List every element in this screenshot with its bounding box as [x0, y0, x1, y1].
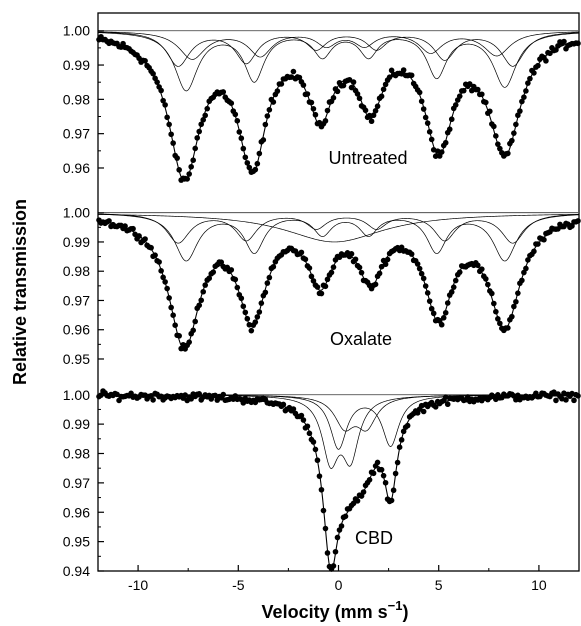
- data-points: [96, 33, 581, 183]
- data-point: [298, 249, 305, 256]
- panels-layer: 1.00 0.99 0.98 0.97 0.96 Untreated 1.00 0.99 0.9…: [63, 23, 581, 579]
- data-point: [370, 470, 377, 477]
- x-axis: -10 -5 0 5 10: [128, 565, 547, 593]
- data-point: [563, 397, 569, 403]
- data-point: [352, 256, 359, 263]
- x-tick-label: 0: [335, 577, 343, 593]
- data-point: [348, 84, 355, 91]
- panel-label: Untreated: [328, 148, 407, 168]
- x-axis-title: Velocity (mm s−1): [262, 598, 409, 622]
- data-point: [348, 251, 355, 257]
- data-point: [386, 74, 393, 80]
- data-point: [388, 67, 395, 74]
- data-point: [368, 118, 375, 125]
- panel-untreated: 1.00 0.99 0.98 0.97 0.96 Untreated: [63, 23, 581, 183]
- y-tick-label: 0.95: [63, 351, 90, 367]
- fit-curve: [97, 220, 580, 350]
- x-axis-title-close: ): [402, 602, 408, 622]
- data-point: [318, 290, 325, 297]
- panel-label: CBD: [355, 528, 393, 548]
- data-point: [466, 81, 473, 87]
- data-point: [400, 67, 407, 73]
- y-tick-label: 0.99: [63, 57, 90, 73]
- y-tick-label: 0.98: [63, 263, 90, 279]
- y-tick-label: 1.00: [63, 387, 90, 403]
- x-axis-title-main: Velocity (mm s: [262, 602, 388, 622]
- x-axis-title-superscript: −1: [388, 598, 403, 613]
- data-point: [438, 321, 445, 328]
- data-point: [150, 397, 156, 403]
- y-tick-label: 0.97: [63, 292, 90, 308]
- y-tick-label: 0.95: [63, 534, 90, 550]
- subspectrum-curve: [97, 214, 580, 243]
- data-point: [218, 259, 225, 265]
- data-point: [561, 38, 567, 45]
- data-point: [543, 58, 549, 64]
- data-point: [571, 397, 577, 404]
- data-point: [553, 397, 559, 404]
- subspectrum-curve: [97, 31, 580, 60]
- data-point: [372, 281, 379, 288]
- data-point: [290, 68, 297, 75]
- data-point: [220, 391, 227, 398]
- y-tick-label: 0.94: [63, 563, 90, 579]
- data-point: [374, 459, 381, 466]
- data-point: [444, 401, 451, 408]
- y-axis-title: Relative transmission: [10, 199, 30, 385]
- data-point: [340, 82, 347, 89]
- data-point: [513, 396, 519, 403]
- y-tick-label: 0.96: [63, 322, 90, 338]
- subspectrum-curve: [97, 31, 580, 67]
- y-tick-label: 0.96: [63, 504, 90, 520]
- data-point: [248, 327, 255, 334]
- subspectrum-curve: [97, 213, 580, 244]
- data-point: [408, 251, 415, 257]
- subspectrum-curve: [98, 394, 579, 469]
- x-tick-label: 5: [435, 577, 443, 593]
- data-point: [575, 40, 581, 47]
- y-tick-label: 0.99: [63, 416, 90, 432]
- y-tick-label: 0.99: [63, 234, 90, 250]
- y-tick-label: 0.97: [63, 475, 90, 491]
- data-point: [354, 498, 361, 504]
- data-point: [196, 391, 203, 397]
- data-point: [210, 269, 217, 275]
- x-tick-label: -10: [128, 577, 148, 593]
- subspectrum-curve: [97, 213, 580, 262]
- fit-curve: [97, 394, 579, 572]
- panel-cbd: 1.00 0.99 0.98 0.97 0.96 0.95 0.94 CBD: [63, 387, 581, 579]
- x-tick-label: 10: [531, 577, 547, 593]
- fit-curve: [97, 39, 580, 182]
- data-point: [432, 404, 439, 410]
- data-point: [278, 81, 285, 87]
- data-point: [188, 396, 194, 402]
- y-tick-label: 0.98: [63, 91, 90, 107]
- y-tick-label: 0.96: [63, 160, 90, 176]
- y-tick-label: 0.98: [63, 446, 90, 462]
- panel-label: Oxalate: [330, 329, 392, 349]
- y-tick-label: 1.00: [63, 205, 90, 221]
- data-point: [420, 408, 427, 415]
- data-point: [130, 225, 136, 232]
- data-point: [142, 58, 148, 64]
- data-points: [96, 388, 581, 572]
- x-tick-label: -5: [232, 577, 245, 593]
- subspectrum-curve: [97, 32, 580, 92]
- data-point: [474, 262, 481, 269]
- y-tick-label: 1.00: [63, 23, 90, 39]
- data-point: [505, 325, 511, 331]
- y-tick-label: 0.97: [63, 126, 90, 142]
- panel-oxalate: 1.00 0.99 0.98 0.97 0.96 0.95 Oxalate: [63, 205, 581, 367]
- data-point: [228, 267, 235, 273]
- plot-frame: [97, 12, 580, 572]
